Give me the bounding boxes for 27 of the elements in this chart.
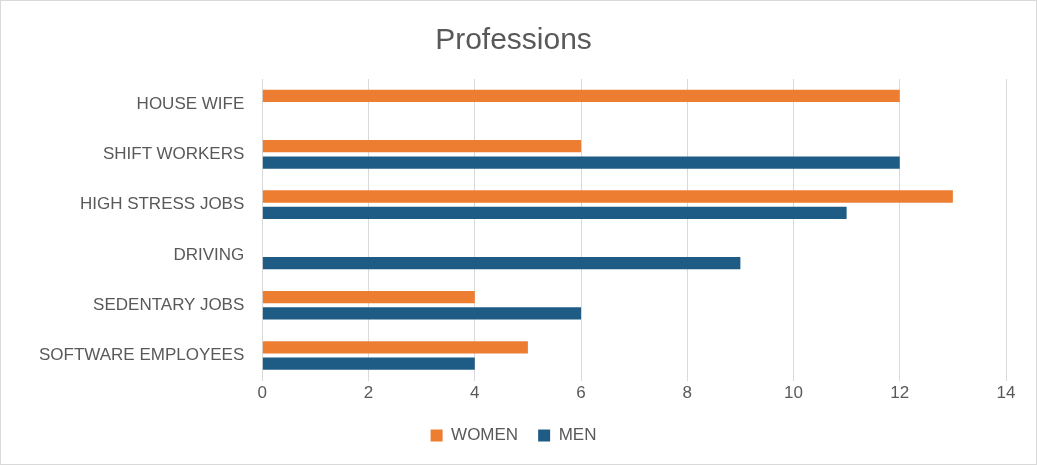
- x-tick-label: 4: [470, 383, 480, 403]
- bar: [262, 290, 475, 304]
- legend-label: WOMEN: [451, 425, 519, 445]
- bar: [262, 140, 582, 153]
- chart-title: Professions: [435, 22, 592, 56]
- bar: [262, 206, 847, 219]
- bar: [262, 341, 528, 354]
- x-tick-label: 14: [996, 383, 1016, 403]
- y-tick-label: SEDENTARY JOBS: [93, 294, 245, 314]
- bar: [262, 256, 741, 270]
- x-tick-label: 6: [576, 383, 586, 403]
- x-tick-label: 2: [363, 383, 374, 403]
- y-tick-label: DRIVING: [173, 244, 245, 264]
- bar: [262, 357, 475, 370]
- y-tick-label: SHIFT WORKERS: [102, 144, 245, 164]
- bar: [262, 89, 900, 103]
- legend-label: MEN: [558, 425, 597, 445]
- x-tick-label: 8: [682, 383, 692, 403]
- y-tick-label: SOFTWARE EMPLOYEES: [39, 345, 245, 365]
- y-tick-label: HIGH STRESS JOBS: [79, 194, 245, 214]
- y-tick-label: HOUSE WIFE: [136, 93, 245, 113]
- x-tick-label: 12: [890, 383, 910, 403]
- bar: [262, 156, 900, 169]
- x-tick-label: 0: [257, 383, 268, 403]
- x-tick-label: 10: [784, 383, 803, 403]
- bar: [262, 307, 582, 320]
- bar: [262, 190, 953, 203]
